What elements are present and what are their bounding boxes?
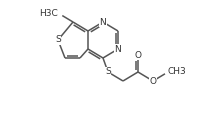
- Text: O: O: [134, 51, 141, 59]
- Text: N: N: [114, 44, 121, 53]
- Text: H3C: H3C: [39, 8, 58, 17]
- Text: CH3: CH3: [167, 67, 186, 76]
- Text: S: S: [105, 67, 110, 76]
- Text: O: O: [149, 76, 156, 86]
- Text: S: S: [55, 36, 61, 44]
- Text: N: N: [99, 17, 106, 27]
